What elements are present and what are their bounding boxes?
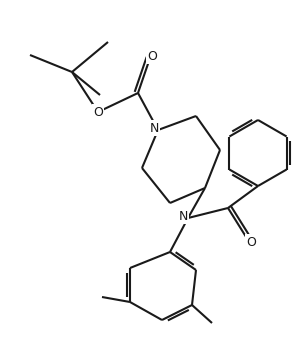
Text: N: N bbox=[178, 209, 188, 222]
Text: O: O bbox=[93, 106, 103, 119]
Text: O: O bbox=[246, 235, 256, 249]
Text: N: N bbox=[149, 121, 159, 134]
Text: O: O bbox=[147, 50, 157, 63]
